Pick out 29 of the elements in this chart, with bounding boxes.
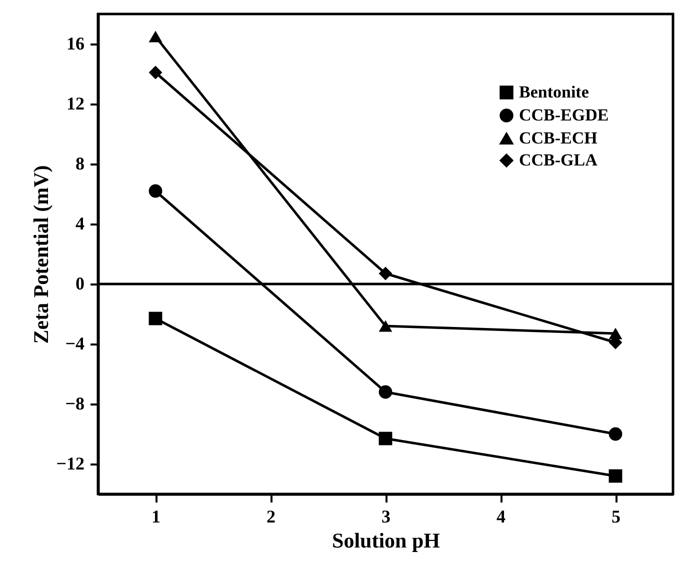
y-tick-label: 12 [66, 94, 84, 114]
x-tick-label: 1 [152, 506, 160, 526]
point [378, 432, 392, 446]
x-axis-title: Solution pH [332, 528, 440, 552]
x-tick-label: 4 [496, 506, 506, 526]
legend-label: Bentonite [519, 82, 590, 102]
y-tick-label: 4 [76, 214, 84, 234]
point [608, 469, 622, 483]
legend-label: CCB-EGDE [519, 106, 609, 124]
y-tick-label: 0 [76, 274, 84, 294]
x-tick-label: 2 [266, 506, 276, 526]
point [608, 427, 622, 441]
point [148, 184, 162, 198]
point [148, 312, 162, 326]
y-tick-label: 8 [76, 154, 84, 174]
point [378, 320, 392, 332]
legend-label: CCB-GLA [519, 150, 598, 170]
point [378, 385, 392, 399]
x-tick-label: 3 [382, 506, 390, 526]
point [148, 30, 162, 42]
x-tick-label: 5 [612, 506, 620, 526]
legend-label: CCB-ECH [519, 128, 598, 148]
y-axis-title: Zeta Potential (mV) [29, 165, 54, 344]
y-tick-label: 16 [66, 34, 84, 54]
y-tick-label: −12 [56, 454, 84, 474]
y-tick-label: −4 [65, 334, 84, 354]
point [378, 266, 392, 280]
y-tick-label: −8 [65, 394, 84, 414]
point [148, 66, 162, 80]
